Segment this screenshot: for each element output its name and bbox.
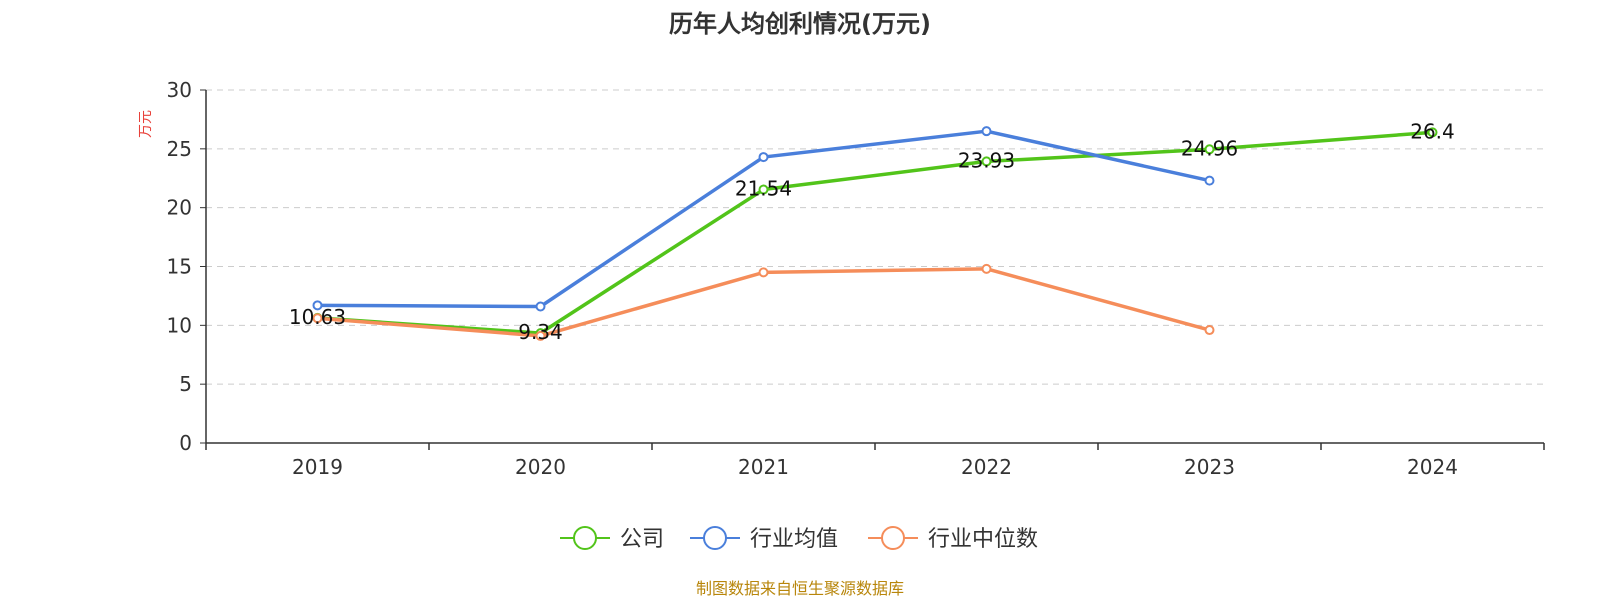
gridlines	[206, 89, 1544, 385]
data-point[interactable]	[758, 152, 769, 163]
data-label: 26.4	[1410, 119, 1455, 143]
y-tick-label: 10	[167, 313, 192, 337]
data-point[interactable]	[535, 301, 546, 312]
legend[interactable]: 公司 行业均值 行业中位数	[560, 526, 1038, 552]
data-point[interactable]	[981, 126, 992, 137]
source-note: 制图数据来自恒生聚源数据库	[696, 579, 904, 598]
legend-label: 公司	[620, 527, 664, 552]
data-labels: 10.63 9.34 21.54 23.93 24.96 26.4	[289, 119, 1455, 344]
series-line	[317, 130, 1433, 335]
data-point[interactable]	[312, 313, 323, 324]
chart-title: 历年人均创利情况(万元)	[669, 10, 931, 38]
x-tick-label: 2023	[1184, 455, 1235, 479]
data-point[interactable]	[981, 156, 992, 167]
data-point[interactable]	[758, 184, 769, 195]
x-tick-label: 2021	[738, 455, 789, 479]
data-point[interactable]	[1204, 325, 1215, 336]
x-tick-label: 2024	[1407, 455, 1458, 479]
data-point[interactable]	[758, 267, 769, 278]
data-point[interactable]	[981, 263, 992, 274]
legend-item[interactable]: 行业均值	[690, 526, 838, 552]
data-label: 21.54	[735, 177, 792, 201]
series-group	[312, 126, 1438, 341]
data-point[interactable]	[1204, 175, 1215, 186]
y-tick-label: 0	[179, 431, 192, 455]
y-axis-label: 万元	[138, 110, 154, 138]
legend-marker	[703, 526, 727, 550]
legend-label: 行业中位数	[928, 527, 1038, 552]
legend-item[interactable]: 公司	[560, 526, 664, 552]
legend-item[interactable]: 行业中位数	[868, 526, 1038, 552]
x-tick-label: 2020	[515, 455, 566, 479]
data-label: 10.63	[289, 305, 346, 329]
data-point[interactable]	[312, 300, 323, 311]
y-tick-label: 5	[179, 372, 192, 396]
axes: 0 5 10 15 20 25 30 2019 2020 2021 2022 2023 2024	[167, 78, 1545, 479]
legend-marker	[881, 526, 905, 550]
data-label: 23.93	[958, 148, 1015, 172]
y-tick-label: 20	[167, 196, 192, 220]
data-label: 24.96	[1181, 136, 1238, 160]
legend-marker	[573, 526, 597, 550]
x-tick-label: 2022	[961, 455, 1012, 479]
data-point[interactable]	[535, 330, 546, 341]
data-point[interactable]	[1427, 127, 1438, 138]
y-tick-label: 25	[167, 137, 192, 161]
y-tick-label: 15	[167, 255, 192, 279]
y-tick-label: 30	[167, 78, 192, 102]
data-label: 9.34	[518, 320, 563, 344]
data-point[interactable]	[1204, 144, 1215, 155]
legend-label: 行业均值	[750, 527, 838, 552]
x-tick-label: 2019	[292, 455, 343, 479]
